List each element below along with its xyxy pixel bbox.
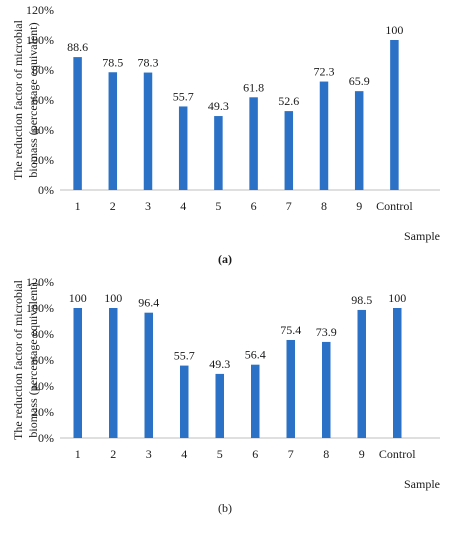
chart-b-bar-6 — [251, 364, 260, 438]
chart-b-category-label: 5 — [217, 447, 223, 461]
chart-a-data-label: 61.8 — [243, 80, 264, 94]
chart-a-data-label: 88.6 — [67, 40, 88, 54]
chart-b-category-label: 6 — [252, 447, 258, 461]
chart-a-category-label: 7 — [286, 199, 292, 213]
chart-a-bar-6 — [249, 97, 258, 190]
chart-b: 0% 20% 40% 60% 80% 100% 120% 100 1 100 2 96.4 3 55.7 4… — [11, 275, 440, 515]
chart-b-category-label: 3 — [146, 447, 152, 461]
chart-b-data-label: 98.5 — [351, 293, 372, 307]
chart-a-data-label: 78.5 — [102, 55, 123, 69]
chart-b-x-axis-title: Sample — [404, 477, 440, 491]
chart-a-bar-10 — [390, 40, 399, 190]
chart-a-category-label: 6 — [251, 199, 257, 213]
chart-a-data-label: 100 — [385, 23, 403, 37]
chart-b-bar-8 — [322, 341, 331, 438]
chart-b-category-label: 2 — [110, 447, 116, 461]
chart-a-y-tick-label: 40% — [32, 123, 54, 137]
chart-b-y-tick-label: 120% — [26, 275, 54, 289]
chart-b-category-label: 7 — [288, 447, 294, 461]
chart-b-data-label: 56.4 — [245, 348, 266, 362]
chart-b-data-label: 73.9 — [316, 325, 337, 339]
chart-b-y-tick-label: 40% — [32, 379, 54, 393]
chart-a-y-axis-title-line-1: The reduction factor of microbial — [11, 19, 25, 180]
chart-b-data-label: 55.7 — [174, 349, 195, 363]
chart-a-data-label: 78.3 — [138, 56, 159, 70]
chart-b-y-axis-title-line-1: The reduction factor of microbial — [11, 279, 25, 440]
chart-b-y-tick-label: 80% — [32, 327, 54, 341]
chart-a-data-label: 52.6 — [278, 94, 299, 108]
chart-b-data-label: 100 — [388, 291, 406, 305]
chart-b-y-axis-title: The reduction factor of microbialbiomass… — [11, 279, 40, 440]
chart-a-y-tick-label: 20% — [32, 153, 54, 167]
chart-b-bar-4 — [180, 365, 189, 438]
chart-a-y-tick-label: 80% — [32, 63, 54, 77]
chart-a-bar-4 — [178, 106, 188, 190]
chart-a-y-tick-label: 120% — [26, 3, 54, 17]
chart-a-category-label: 3 — [145, 199, 151, 213]
chart-a-data-label: 49.3 — [208, 99, 229, 113]
chart-b-bar-7 — [286, 339, 295, 438]
chart-b-bar-3 — [144, 312, 153, 438]
chart-b-category-label: Control — [379, 447, 416, 461]
chart-b-data-label: 49.3 — [209, 357, 230, 371]
chart-a-bar-3 — [143, 72, 153, 190]
chart-a: 0% 20% 40% 60% 80% 100% 120% 88.6 1 78.5 2 78.3 3 55.… — [11, 3, 440, 266]
chart-b-category-label: 9 — [359, 447, 365, 461]
chart-b-bar-9 — [357, 309, 366, 438]
chart-a-y-tick-label: 0% — [38, 183, 54, 197]
chart-b-panel-label: (b) — [218, 501, 232, 515]
chart-a-x-axis-title: Sample — [404, 229, 440, 243]
chart-a-category-label: 1 — [75, 199, 81, 213]
chart-b-y-tick-label: 20% — [32, 405, 54, 419]
chart-b-bar-2 — [109, 308, 118, 438]
chart-b-y-tick-label: 100% — [26, 301, 54, 315]
chart-b-category-label: 4 — [181, 447, 187, 461]
chart-a-bar-8 — [319, 81, 329, 190]
chart-b-data-label: 96.4 — [138, 296, 159, 310]
chart-b-bar-5 — [215, 373, 224, 438]
chart-a-category-label: 4 — [180, 199, 186, 213]
chart-b-data-label: 75.4 — [280, 323, 301, 337]
chart-a-data-label: 65.9 — [349, 74, 370, 88]
chart-a-data-label: 72.3 — [314, 65, 335, 79]
chart-b-y-tick-label: 0% — [38, 431, 54, 445]
chart-a-bar-9 — [354, 91, 364, 190]
chart-a-panel-label: (a) — [218, 252, 232, 266]
chart-b-bar-1 — [73, 308, 82, 438]
chart-a-y-tick-label: 100% — [26, 33, 54, 47]
chart-b-category-label: 8 — [323, 447, 329, 461]
chart-a-bar-2 — [108, 72, 118, 190]
chart-a-category-label: Control — [376, 199, 413, 213]
chart-b-category-label: 1 — [75, 447, 81, 461]
chart-b-bar-10 — [393, 308, 402, 438]
chart-b-data-label: 100 — [69, 291, 87, 305]
chart-a-category-label: 5 — [215, 199, 221, 213]
chart-b-y-tick-label: 60% — [32, 353, 54, 367]
chart-a-y-tick-label: 60% — [32, 93, 54, 107]
chart-b-y-axis-title-line-2: biomass (percentage equivalent) — [26, 282, 40, 437]
chart-a-category-label: 2 — [110, 199, 116, 213]
chart-a-bar-7 — [284, 111, 294, 190]
chart-a-category-label: 8 — [321, 199, 327, 213]
chart-a-category-label: 9 — [356, 199, 362, 213]
chart-a-y-axis-title: The reduction factor of microbialbiomass… — [11, 19, 40, 180]
chart-b-data-label: 100 — [104, 291, 122, 305]
chart-a-data-label: 55.7 — [173, 89, 194, 103]
chart-a-bar-1 — [73, 57, 82, 190]
chart-a-bar-5 — [214, 116, 223, 190]
chart-a-y-axis-title-line-2: biomass (percentage equivalent) — [26, 22, 40, 177]
